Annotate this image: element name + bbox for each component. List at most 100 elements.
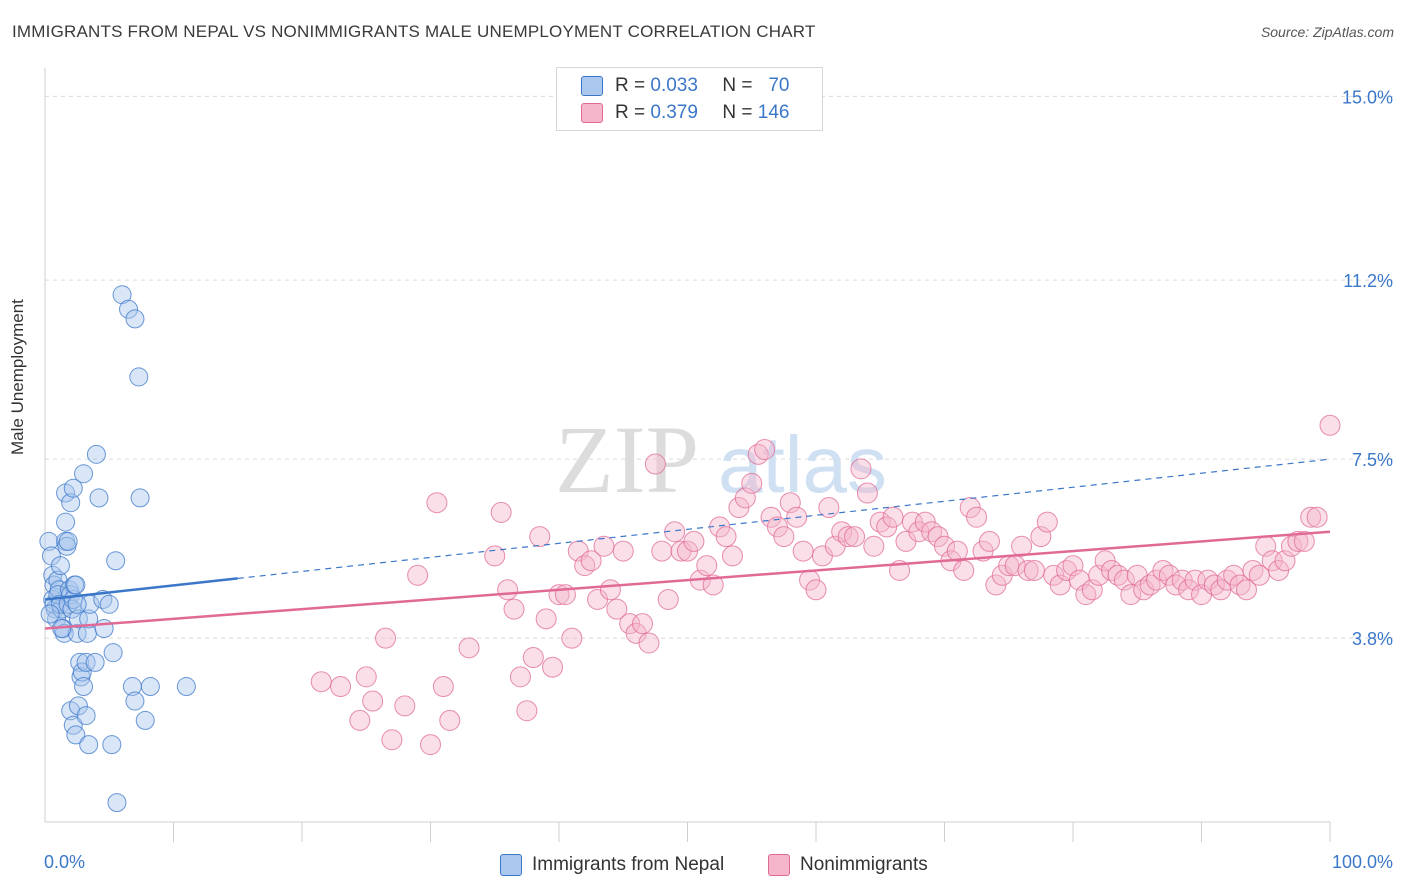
legend-r-label: R = [615,75,646,96]
point-nonimmigrant [593,535,615,557]
tick-labels: 15.0% 11.2% 7.5% 3.8% 0.0% 100.0% [44,87,1393,872]
legend-n-label: N = [722,102,753,123]
point-nonimmigrant [953,559,975,581]
grid-lines [45,95,1393,639]
point-nepal [63,478,83,498]
point-nepal [72,662,92,682]
point-nonimmigrant [696,555,718,577]
point-nepal [89,488,109,508]
point-nonimmigrant [773,526,795,548]
point-nonimmigrant [856,482,878,504]
y-tick-label: 3.8% [1352,629,1393,649]
point-nepal [74,677,94,697]
point-nonimmigrant [844,526,866,548]
point-nonimmigrant [702,574,724,596]
point-nepal [39,531,59,551]
point-nonimmigrant [1017,559,1039,581]
point-nonimmigrant [966,506,988,528]
point-nepal [86,444,106,464]
legend-n-value: 146 [757,102,790,123]
point-nonimmigrant [355,666,377,688]
point-nepal [102,735,122,755]
point-nonimmigrant [497,579,519,601]
point-nepal [67,594,87,614]
point-nonimmigrant [375,627,397,649]
point-nonimmigrant [522,647,544,669]
legend-n-label: N = [722,75,753,96]
point-nonimmigrant [503,598,525,620]
point-nepal [112,285,132,305]
point-nonimmigrant [426,492,448,514]
point-nepal [67,623,87,643]
legend-r-value: 0.379 [650,102,698,123]
point-nonimmigrant [741,472,763,494]
point-nepal [66,725,86,745]
point-nepal [58,531,78,551]
point-nepal [61,493,81,513]
point-nonimmigrant [330,676,352,698]
bottom-legend-swatch-pink [768,854,790,876]
point-nonimmigrant [1306,506,1328,528]
point-nonimmigrant [516,700,538,722]
point-nonimmigrant [1120,584,1142,606]
source-label: Source: ZipAtlas.com [1260,24,1394,40]
point-nepal [125,309,145,329]
point-nepal [40,604,60,624]
legend-r-label: R = [615,102,646,123]
point-nonimmigrant [1036,511,1058,533]
y-tick-label: 7.5% [1352,450,1393,470]
y-tick-label: 11.2% [1343,271,1393,291]
point-nonimmigrant [580,550,602,572]
point-nonimmigrant [818,497,840,519]
bottom-legend-nonimmigrants: Nonimmigrants [768,852,928,878]
point-nonimmigrant [754,439,776,460]
point-nonimmigrant [484,545,506,567]
point-nonimmigrant [792,540,814,562]
point-nonimmigrant [561,627,583,649]
point-nonimmigrant [882,506,904,528]
trend-lines [44,458,1331,630]
point-nepal [66,575,86,595]
point-nonimmigrant [863,535,885,557]
point-nepal [74,464,94,484]
point-nonimmigrant [606,598,628,620]
legend-swatch-pink [581,103,603,123]
point-nonimmigrant [721,545,743,567]
chart-title: IMMIGRANTS FROM NEPAL VS NONIMMIGRANTS M… [12,22,816,41]
point-nonimmigrant [644,453,666,475]
point-nonimmigrant [599,579,621,601]
point-nonimmigrant [1293,530,1315,552]
stats-legend: R = 0.033 N = 70 R = 0.379 N = 146 [556,67,823,131]
point-nepal [140,677,160,697]
point-nonimmigrant [657,588,679,610]
point-nonimmigrant [310,671,332,693]
point-nonimmigrant [805,579,827,601]
point-nonimmigrant [1300,506,1322,528]
point-nepal [119,299,139,319]
point-nepal [68,696,88,716]
y-tick-label: 15.0% [1342,87,1393,107]
legend-row-nonimmigrants: R = 0.379 N = 146 [581,101,789,125]
point-nonimmigrant [638,632,660,654]
point-nonimmigrant [1011,535,1033,557]
point-nonimmigrant [632,613,654,635]
point-nonimmigrant [490,501,512,523]
point-nepal [50,556,70,576]
point-nepal [129,367,149,387]
point-nepal [135,710,155,730]
point-nonimmigrant [1319,414,1341,436]
y-axis-label: Male Unemployment [8,299,27,455]
point-nonimmigrant [1235,579,1257,601]
point-nepal [125,691,145,711]
trend-line-nepal [44,577,238,601]
point-nonimmigrant [651,540,673,562]
point-nepal [130,488,150,508]
point-nonimmigrant [683,530,705,552]
point-nonimmigrant [407,564,429,586]
point-nonimmigrant [529,526,551,548]
point-nonimmigrant [394,695,416,717]
point-nepal [99,594,119,614]
point-nonimmigrant [542,656,564,678]
point-nonimmigrant [978,530,1000,552]
point-nepal [50,594,70,614]
